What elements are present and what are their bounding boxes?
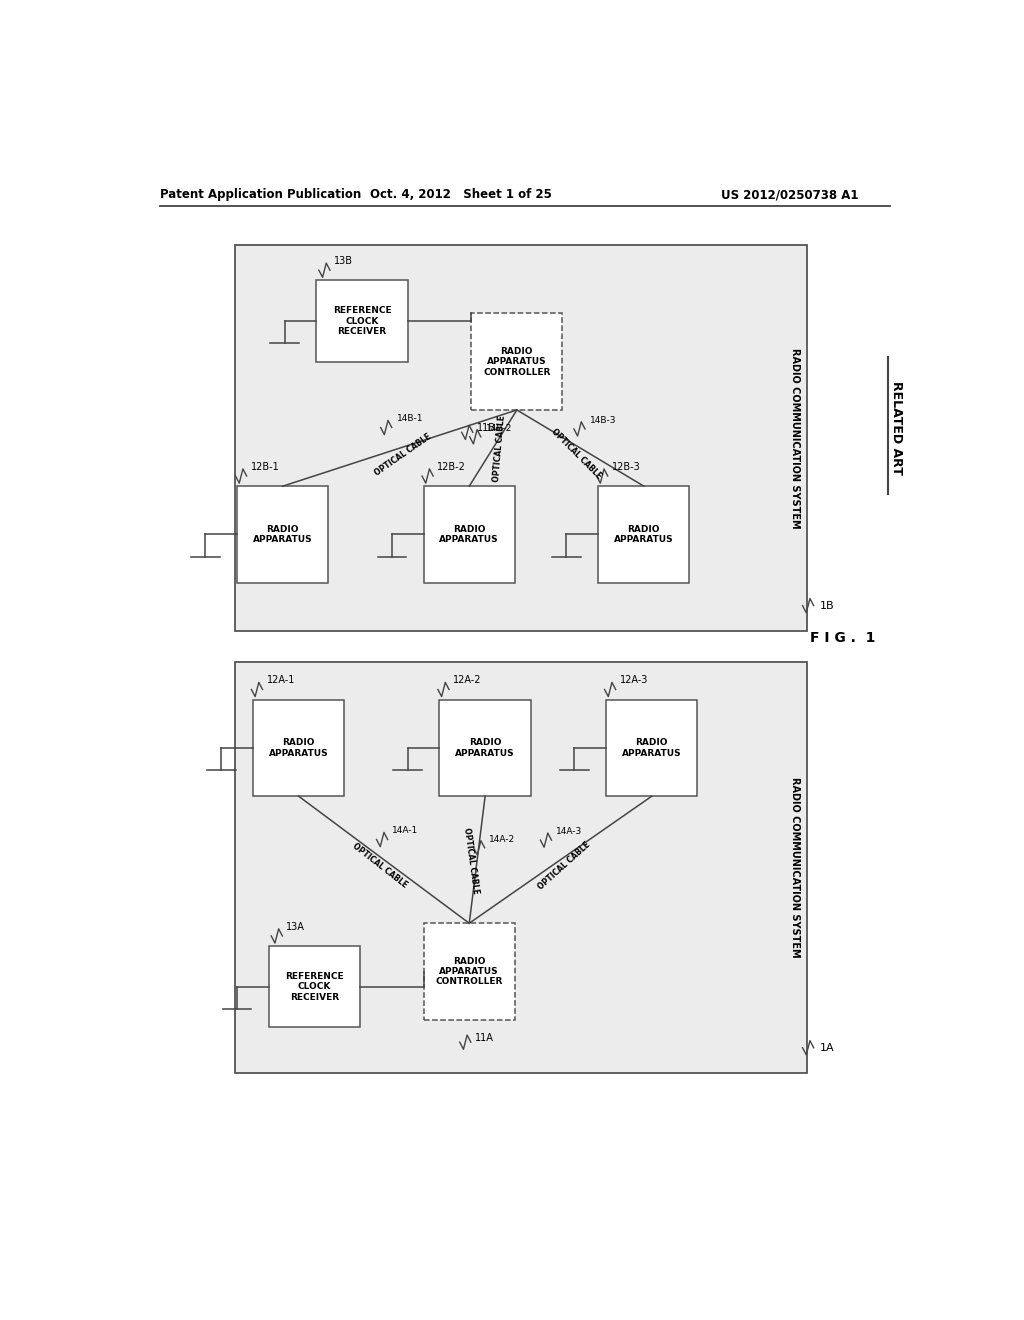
Text: REFERENCE
CLOCK
RECEIVER: REFERENCE CLOCK RECEIVER (333, 306, 391, 335)
Text: 13A: 13A (287, 921, 305, 932)
Bar (238, 486, 329, 582)
Text: 12A-3: 12A-3 (620, 676, 648, 685)
Text: RADIO
APPARATUS: RADIO APPARATUS (614, 525, 674, 544)
Text: RADIO
APPARATUS: RADIO APPARATUS (253, 525, 312, 544)
Bar (269, 946, 360, 1027)
Text: 14B-2: 14B-2 (485, 424, 512, 433)
Text: RADIO
APPARATUS: RADIO APPARATUS (269, 738, 329, 758)
Text: 12B-2: 12B-2 (437, 462, 466, 473)
Text: OPTICAL CABLE: OPTICAL CABLE (549, 426, 603, 480)
Text: 12A-2: 12A-2 (453, 676, 481, 685)
Text: RADIO COMMUNICATION SYSTEM: RADIO COMMUNICATION SYSTEM (791, 777, 800, 957)
Text: RADIO COMMUNICATION SYSTEM: RADIO COMMUNICATION SYSTEM (791, 347, 800, 528)
Text: 14B-1: 14B-1 (396, 414, 423, 424)
Text: 13B: 13B (334, 256, 353, 267)
Text: Oct. 4, 2012   Sheet 1 of 25: Oct. 4, 2012 Sheet 1 of 25 (371, 189, 552, 202)
Text: 11B: 11B (477, 424, 496, 433)
Text: F I G .  1: F I G . 1 (810, 631, 874, 645)
Text: 14A-3: 14A-3 (556, 828, 583, 836)
Bar (471, 313, 562, 411)
Text: 1B: 1B (820, 601, 835, 611)
Text: RADIO
APPARATUS: RADIO APPARATUS (439, 525, 499, 544)
Text: 1A: 1A (820, 1043, 835, 1053)
Bar (606, 700, 697, 796)
Text: RADIO
APPARATUS: RADIO APPARATUS (622, 738, 682, 758)
Text: 11A: 11A (475, 1034, 494, 1043)
Text: OPTICAL CABLE: OPTICAL CABLE (374, 432, 433, 478)
Text: OPTICAL CABLE: OPTICAL CABLE (351, 842, 410, 890)
Text: OPTICAL CABLE: OPTICAL CABLE (492, 414, 507, 482)
Bar (316, 280, 408, 362)
Text: 14B-3: 14B-3 (590, 416, 616, 425)
Bar (236, 244, 807, 631)
Bar (439, 700, 530, 796)
Bar (424, 923, 515, 1020)
Text: OPTICAL CABLE: OPTICAL CABLE (537, 840, 592, 891)
Text: 14A-2: 14A-2 (489, 834, 515, 843)
Bar (253, 700, 344, 796)
Text: 12B-3: 12B-3 (611, 462, 640, 473)
Text: RELATED ART: RELATED ART (890, 380, 903, 475)
Text: 12B-1: 12B-1 (251, 462, 280, 473)
Text: RADIO
APPARATUS
CONTROLLER: RADIO APPARATUS CONTROLLER (483, 347, 551, 376)
Bar (598, 486, 689, 582)
Text: RADIO
APPARATUS
CONTROLLER: RADIO APPARATUS CONTROLLER (435, 957, 503, 986)
Bar (236, 661, 807, 1073)
Text: RADIO
APPARATUS: RADIO APPARATUS (456, 738, 515, 758)
Text: 12A-1: 12A-1 (266, 676, 295, 685)
Text: Patent Application Publication: Patent Application Publication (160, 189, 361, 202)
Text: REFERENCE
CLOCK
RECEIVER: REFERENCE CLOCK RECEIVER (285, 972, 344, 1002)
Text: 14A-1: 14A-1 (392, 826, 419, 836)
Text: US 2012/0250738 A1: US 2012/0250738 A1 (721, 189, 858, 202)
Text: OPTICAL CABLE: OPTICAL CABLE (462, 828, 480, 895)
Bar (424, 486, 515, 582)
